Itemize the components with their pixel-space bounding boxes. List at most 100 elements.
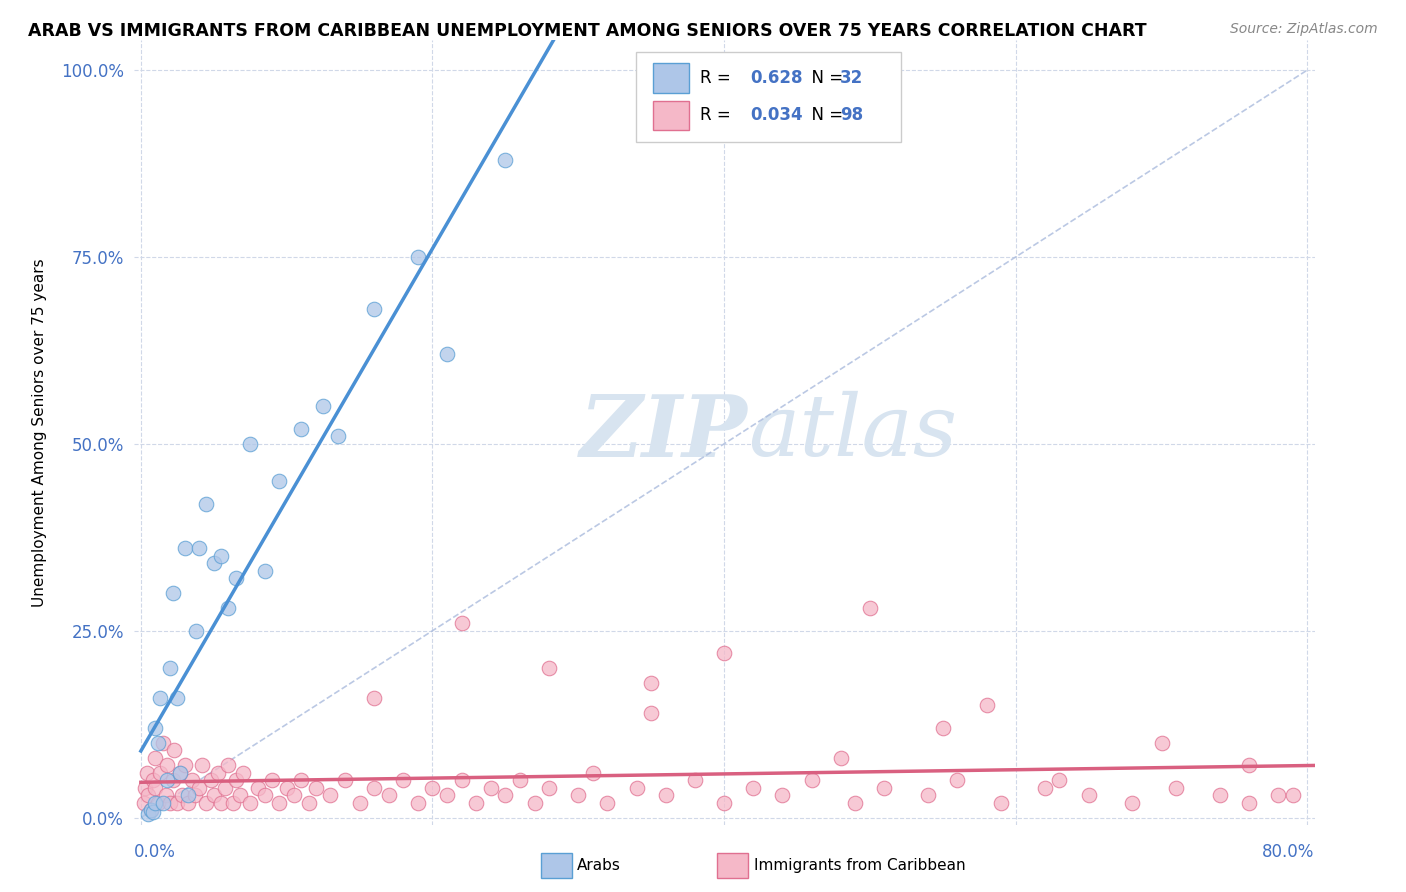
FancyBboxPatch shape bbox=[636, 52, 901, 142]
Text: Arabs: Arabs bbox=[576, 858, 620, 872]
Point bbox=[163, 743, 186, 757]
Point bbox=[713, 646, 735, 660]
Text: ZIP: ZIP bbox=[579, 391, 748, 475]
Point bbox=[225, 773, 247, 788]
Point bbox=[450, 773, 472, 788]
Point bbox=[406, 796, 429, 810]
Point bbox=[538, 661, 561, 675]
Point bbox=[655, 788, 678, 802]
Point bbox=[195, 497, 218, 511]
Point bbox=[465, 796, 488, 810]
Point bbox=[225, 571, 247, 585]
Point bbox=[1209, 788, 1232, 802]
Point bbox=[990, 796, 1012, 810]
Point bbox=[209, 549, 232, 563]
Point bbox=[363, 691, 385, 706]
Point bbox=[976, 698, 998, 713]
Text: 80.0%: 80.0% bbox=[1263, 843, 1315, 861]
Point bbox=[297, 796, 319, 810]
Point bbox=[917, 788, 939, 802]
Point bbox=[229, 788, 252, 802]
Point bbox=[159, 661, 181, 675]
Point bbox=[232, 765, 254, 780]
Point bbox=[290, 773, 312, 788]
Point bbox=[1164, 780, 1187, 795]
Point bbox=[269, 796, 291, 810]
Point bbox=[349, 796, 371, 810]
Point bbox=[567, 788, 589, 802]
Point bbox=[132, 796, 155, 810]
Text: N =: N = bbox=[801, 69, 848, 87]
Point bbox=[422, 780, 444, 795]
Point bbox=[770, 788, 793, 802]
Point bbox=[145, 751, 167, 765]
Point bbox=[202, 788, 225, 802]
Text: 0.0%: 0.0% bbox=[134, 843, 176, 861]
Point bbox=[159, 796, 181, 810]
Point bbox=[800, 773, 823, 788]
Point bbox=[523, 796, 546, 810]
Text: R =: R = bbox=[700, 106, 742, 125]
Point bbox=[188, 541, 211, 556]
Text: 0.628: 0.628 bbox=[749, 69, 803, 87]
Point bbox=[1237, 758, 1260, 772]
Point bbox=[582, 765, 605, 780]
Point bbox=[859, 601, 882, 615]
Point bbox=[844, 796, 866, 810]
Point bbox=[191, 758, 214, 772]
Point bbox=[596, 796, 619, 810]
Point bbox=[290, 422, 312, 436]
Text: R =: R = bbox=[700, 69, 742, 87]
Point bbox=[830, 751, 852, 765]
Point bbox=[176, 796, 198, 810]
Point bbox=[333, 773, 356, 788]
Point bbox=[169, 765, 191, 780]
Point bbox=[136, 806, 159, 821]
Point bbox=[173, 758, 195, 772]
Text: Source: ZipAtlas.com: Source: ZipAtlas.com bbox=[1230, 22, 1378, 37]
Point bbox=[141, 805, 163, 819]
Point bbox=[169, 765, 191, 780]
Point bbox=[269, 474, 291, 488]
Point bbox=[494, 153, 516, 167]
Point bbox=[134, 780, 156, 795]
Point bbox=[363, 780, 385, 795]
Point bbox=[946, 773, 969, 788]
Point bbox=[222, 796, 245, 810]
Point bbox=[363, 302, 385, 317]
Point bbox=[1033, 780, 1056, 795]
Point bbox=[145, 796, 167, 810]
Point bbox=[176, 788, 198, 802]
Point bbox=[162, 586, 184, 600]
Point bbox=[713, 796, 735, 810]
Point bbox=[640, 676, 662, 690]
Point bbox=[1121, 796, 1143, 810]
Point bbox=[166, 796, 188, 810]
Point bbox=[141, 773, 163, 788]
Point bbox=[152, 796, 174, 810]
Point bbox=[436, 347, 458, 361]
FancyBboxPatch shape bbox=[654, 101, 689, 130]
Point bbox=[149, 691, 172, 706]
Point bbox=[239, 796, 262, 810]
Text: 0.034: 0.034 bbox=[749, 106, 803, 125]
Point bbox=[180, 773, 202, 788]
Point bbox=[186, 624, 208, 638]
Point bbox=[156, 758, 179, 772]
Point bbox=[1237, 796, 1260, 810]
Point bbox=[139, 803, 162, 817]
Point bbox=[1267, 788, 1289, 802]
Point bbox=[155, 788, 177, 802]
Text: atlas: atlas bbox=[748, 392, 957, 474]
Point bbox=[207, 765, 229, 780]
Point bbox=[145, 780, 167, 795]
Point bbox=[135, 765, 157, 780]
Point bbox=[200, 773, 222, 788]
Point bbox=[683, 773, 706, 788]
Point bbox=[246, 780, 269, 795]
Point bbox=[253, 564, 276, 578]
Point bbox=[149, 765, 172, 780]
Point bbox=[626, 780, 648, 795]
Point bbox=[253, 788, 276, 802]
Point bbox=[184, 788, 207, 802]
